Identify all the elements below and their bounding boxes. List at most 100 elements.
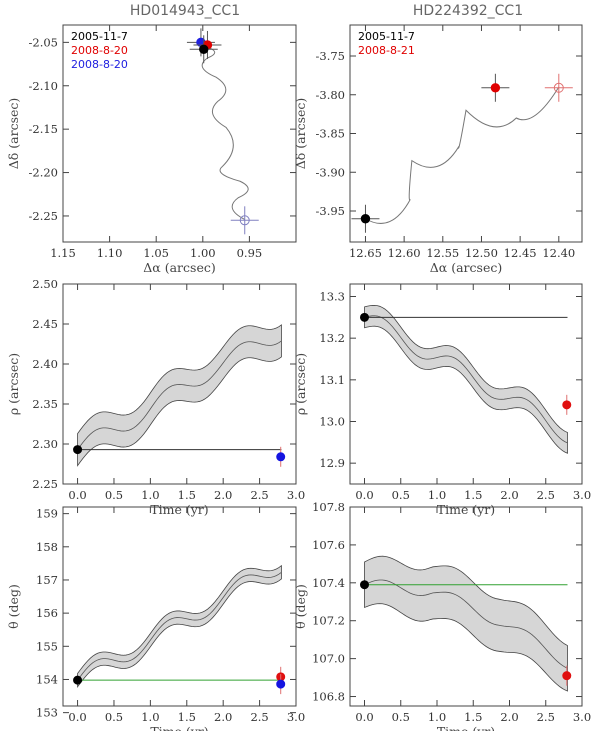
y-tick-label: 107.0: [312, 652, 345, 666]
y-tick-label: 13.3: [319, 290, 345, 304]
x-tick-label: 1.0: [141, 710, 159, 724]
parallax-track: [201, 45, 249, 220]
y-tick-label: -3.95: [316, 204, 346, 218]
y-tick-label: 155: [36, 639, 58, 653]
x-tick-label: 2.5: [537, 710, 555, 724]
x-tick-label: 1.5: [464, 488, 482, 502]
data-point: [562, 400, 572, 410]
x-tick-label: 1.0: [428, 488, 446, 502]
x-tick-label: 0.5: [392, 710, 410, 724]
y-tick-label: 2.50: [32, 277, 58, 291]
x-axis-label: Time (yr): [437, 502, 495, 517]
x-tick-label: 12.55: [426, 246, 459, 260]
y-axis-label: θ (deg): [6, 584, 21, 629]
band-center-line: [364, 315, 568, 444]
y-tick-label: 2.30: [32, 437, 58, 451]
y-tick-label: -2.20: [29, 166, 59, 180]
uncertainty-band: [77, 324, 282, 467]
y-tick-label: 13.2: [319, 331, 345, 345]
y-tick-label: 153: [36, 706, 58, 720]
y-tick-label: -3.75: [316, 49, 346, 63]
x-tick-label: 1.5: [178, 710, 196, 724]
data-point: [276, 679, 286, 689]
y-tick-label: -3.80: [316, 88, 346, 102]
y-tick-label: 12.9: [319, 456, 345, 470]
chart-panel-3: 0.0 0.5 1.0 1.5 2.0 2.5 3.0 2.25 2.30 2.35 2.40 2.4…: [6, 277, 305, 517]
y-tick-label: 2.40: [32, 357, 58, 371]
uncertainty-band: [77, 564, 282, 688]
y-tick-label: 158: [36, 540, 58, 554]
y-tick-label: 107.8: [312, 500, 345, 514]
x-tick-label: 1.0: [428, 710, 446, 724]
x-tick-label: 0.0: [68, 488, 86, 502]
legend-entry: 2005-11-7: [358, 30, 415, 43]
x-axis-label: Δα (arcsec): [143, 260, 215, 275]
x-tick-label: 0.0: [355, 710, 373, 724]
x-tick-label: 3.0: [287, 710, 305, 724]
x-axis-label: Time (yr): [437, 724, 495, 731]
y-axis-label: ρ (arcsec): [293, 353, 308, 415]
y-tick-label: -2.05: [29, 35, 59, 49]
chart-panel-5: 0.0 0.5 1.0 1.5 2.0 2.5 3.0 153 154 155 156 157 158 1…: [6, 506, 305, 731]
data-point: [276, 452, 286, 462]
y-tick-label: -2.25: [29, 209, 59, 223]
parallax-track: [365, 86, 560, 224]
x-tick-label: 0.5: [392, 488, 410, 502]
y-axis-label: Δδ (arcsec): [6, 98, 21, 170]
data-point: [360, 580, 369, 590]
data-point: [73, 675, 83, 685]
panel-title-right: HD224392_CC1: [413, 3, 523, 19]
y-tick-label: -2.15: [29, 122, 59, 136]
x-tick-label: 2.5: [250, 488, 268, 502]
chart-panel-6: 0.0 0.5 1.0 1.5 2.0 2.5 3.0 106.8 107.0 107.2 107.…: [293, 500, 591, 731]
y-tick-label: -3.90: [316, 165, 346, 179]
y-tick-label: 107.6: [312, 538, 345, 552]
data-point: [553, 82, 564, 93]
panel-title-left: HD014943_CC1: [130, 3, 240, 19]
legend-entry: 2008-8-20: [71, 44, 128, 57]
plot-frame: [349, 283, 583, 485]
x-tick-label: 12.45: [504, 246, 537, 260]
x-tick-label: 1.0: [141, 488, 159, 502]
y-tick-label: 13.0: [319, 415, 345, 429]
x-tick-label: 12.65: [349, 246, 382, 260]
x-tick-label: 1.5: [178, 488, 196, 502]
chart-panel-1: 1.15 1.10 1.05 1.00 0.95 -2.05 -2.10 -2.15 -2.20…: [6, 24, 297, 275]
y-tick-label: -2.10: [29, 79, 59, 93]
x-tick-label: 2.0: [500, 710, 518, 724]
x-tick-label: 1.10: [97, 246, 123, 260]
x-tick-label: 1.00: [190, 246, 216, 260]
x-axis-label: Time (yr): [150, 502, 208, 517]
band-center-line: [364, 579, 568, 669]
uncertainty-band: [364, 555, 568, 692]
x-tick-label: 2.0: [214, 710, 232, 724]
data-point: [73, 445, 83, 455]
x-tick-label: 2.5: [537, 488, 555, 502]
chart-panel-4: 0.0 0.5 1.0 1.5 2.0 2.5 3.0 12.9 13.0 13.1 13.2 13.…: [293, 283, 591, 517]
data-point: [360, 214, 371, 224]
data-point: [239, 215, 250, 226]
y-tick-label: 156: [36, 606, 58, 620]
x-axis-label: Δα (arcsec): [430, 260, 502, 275]
x-tick-label: 0.0: [355, 488, 373, 502]
x-tick-label: 0.95: [237, 246, 263, 260]
x-tick-label: 3.0: [287, 488, 305, 502]
uncertainty-band: [364, 304, 568, 454]
x-tick-label: 12.60: [388, 246, 421, 260]
y-tick-label: 2.45: [32, 317, 58, 331]
x-tick-label: 2.5: [250, 710, 268, 724]
x-tick-label: 1.5: [464, 710, 482, 724]
x-tick-label: 1.05: [143, 246, 169, 260]
x-tick-label: 12.50: [465, 246, 498, 260]
y-tick-label: 107.4: [312, 576, 345, 590]
x-tick-label: 1.15: [50, 246, 76, 260]
legend-entry: 2005-11-7: [71, 30, 128, 43]
y-tick-label: 107.2: [312, 614, 345, 628]
x-tick-label: 2.0: [214, 488, 232, 502]
chart-panel-2: 12.65 12.60 12.55 12.50 12.45 12.40 -3.75 -3.80…: [293, 24, 583, 275]
y-axis-label: ρ (arcsec): [6, 353, 21, 415]
x-tick-label: 0.0: [68, 710, 86, 724]
plot-frame: [62, 283, 297, 485]
legend-entry: 2008-8-20: [71, 58, 128, 71]
